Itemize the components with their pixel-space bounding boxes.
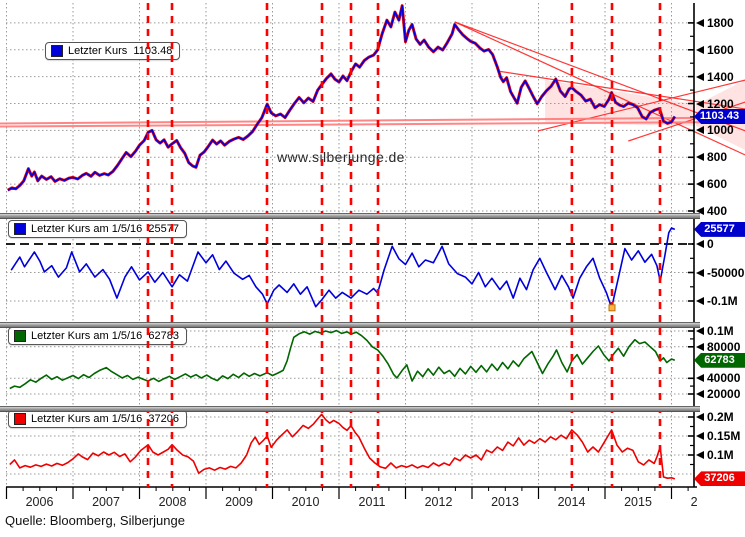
- x-axis-year-label: 2010: [291, 495, 320, 509]
- y-axis-tick-label: 20000: [696, 388, 740, 400]
- x-axis-year-label: 2011: [358, 495, 386, 509]
- y-axis-tick-label: 0: [696, 238, 714, 250]
- y-axis-tick-label: 1400: [696, 71, 734, 83]
- y-axis-tick-label: 1600: [696, 44, 734, 56]
- x-axis-year-label: 2012: [424, 495, 453, 509]
- y-axis-tick-label: 0.1M: [696, 325, 734, 337]
- tick-arrow-icon: [696, 18, 704, 27]
- x-axis-year-label: 2007: [92, 495, 120, 509]
- tick-arrow-icon: [696, 342, 704, 351]
- tick-arrow-icon: [696, 72, 704, 81]
- x-axis-year-label: 2016: [690, 495, 697, 509]
- y-axis-tick-label: 0.1M: [696, 449, 734, 461]
- last-value-tag: 1103.43: [694, 108, 745, 124]
- y-axis-tick-label: 0.2M: [696, 411, 734, 423]
- tick-arrow-icon: [696, 126, 704, 135]
- y-axis-tick-label: 40000: [696, 372, 740, 384]
- tick-arrow-icon: [696, 451, 704, 459]
- x-axis-year-label: 2008: [158, 495, 187, 509]
- tick-arrow-icon: [696, 268, 704, 277]
- x-axis-year-labels: 2006 2007 2008 2009 2010 2011 2012 2013 2014 2015…: [0, 495, 697, 511]
- tick-arrow-icon: [696, 390, 704, 398]
- x-axis-year-label: 2015: [624, 495, 652, 509]
- y-axis-tick-label: -50000: [696, 267, 744, 279]
- y-axis-tick-label: 800: [696, 151, 727, 163]
- last-value-tag: 62783: [694, 352, 745, 368]
- y-axis-tick-label: 600: [696, 178, 727, 190]
- tick-arrow-icon: [696, 180, 704, 189]
- x-axis-year-label: 2014: [557, 495, 586, 509]
- x-axis-year-label: 2013: [491, 495, 519, 509]
- tick-arrow-icon: [696, 99, 704, 108]
- last-value-tag: 37206: [694, 471, 745, 487]
- y-axis-tick-label: 400: [696, 205, 727, 217]
- x-axis-year-label: 2006: [25, 495, 54, 509]
- tick-arrow-icon: [696, 45, 704, 54]
- tick-arrow-icon: [696, 327, 704, 335]
- y-axis-tick-label: 1000: [696, 124, 734, 136]
- y-axis-tick-label: 1200: [696, 98, 734, 110]
- x-axis-year-label: 2009: [225, 495, 253, 509]
- tick-arrow-icon: [696, 207, 704, 215]
- tick-arrow-icon: [696, 297, 704, 305]
- tick-arrow-icon: [696, 153, 704, 162]
- y-axis-tick-label: 80000: [696, 341, 740, 353]
- y-axis-tick-label: 1800: [696, 17, 734, 29]
- tick-arrow-icon: [696, 432, 704, 440]
- source-caption: Quelle: Bloomberg, Silberjunge: [5, 513, 185, 528]
- tick-arrow-icon: [696, 413, 704, 421]
- last-value-tag: 25577: [694, 221, 745, 237]
- tick-arrow-icon: [696, 374, 704, 383]
- tick-arrow-icon: [696, 240, 704, 248]
- y-axis-tick-label: 0.15M: [696, 430, 740, 442]
- y-axis-tick-label: -0.1M: [696, 295, 738, 307]
